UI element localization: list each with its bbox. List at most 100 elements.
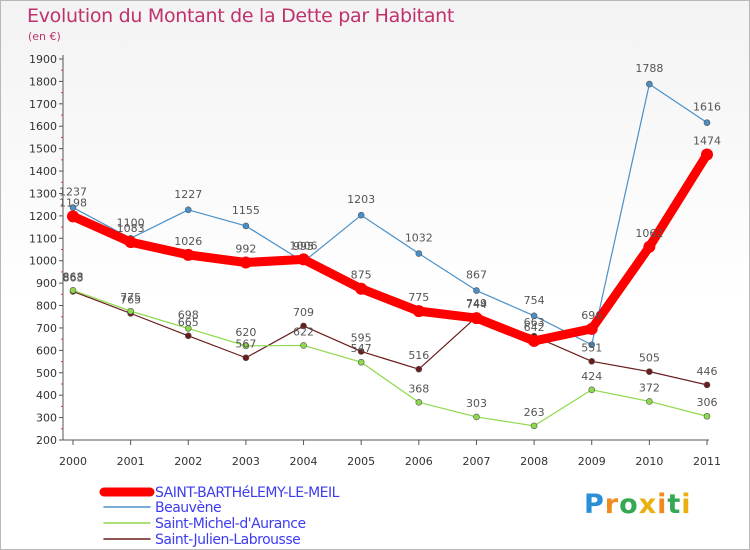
data-label: 749 <box>466 297 487 310</box>
data-label: 1227 <box>174 188 202 201</box>
data-label: 263 <box>524 406 545 419</box>
proxiti-logo: Proxiti <box>584 489 692 520</box>
series-line-1 <box>72 83 708 346</box>
data-label: 775 <box>120 291 141 304</box>
data-label: 775 <box>408 291 429 304</box>
y-tick-label: 1900 <box>29 53 57 66</box>
data-label: 446 <box>697 365 718 378</box>
data-point <box>473 287 480 294</box>
series-line-3 <box>72 290 708 386</box>
data-label: 372 <box>639 381 660 394</box>
data-point <box>300 322 307 330</box>
data-point <box>646 368 653 375</box>
y-tick-label: 600 <box>36 344 57 357</box>
data-label: 595 <box>351 331 372 344</box>
data-point <box>530 312 538 320</box>
y-tick-label: 400 <box>36 389 57 402</box>
data-point <box>124 236 137 249</box>
x-tick-label: 2006 <box>405 455 433 468</box>
data-point <box>412 305 425 318</box>
data-label: 516 <box>408 349 429 362</box>
data-label: 1155 <box>232 204 260 217</box>
y-tick-label: 1800 <box>29 75 57 88</box>
y-tick-label: 1100 <box>29 232 57 245</box>
data-point <box>585 322 598 335</box>
data-point <box>643 240 656 253</box>
x-tick-label: 2010 <box>635 455 663 468</box>
data-label: 567 <box>235 338 256 351</box>
data-point <box>184 325 192 332</box>
y-tick-label: 200 <box>36 434 57 447</box>
chart-subtitle: (en €) <box>28 30 61 43</box>
data-point <box>703 381 711 389</box>
x-tick-label: 2011 <box>693 455 721 468</box>
data-point <box>588 358 596 365</box>
data-label: 1062 <box>635 227 663 240</box>
data-label: 1026 <box>174 235 202 248</box>
x-tick-label: 2004 <box>290 455 318 468</box>
data-label: 622 <box>293 325 314 338</box>
data-label: 1474 <box>693 134 721 147</box>
data-label: 642 <box>524 321 545 334</box>
y-tick-label: 1200 <box>29 210 57 223</box>
data-label: 547 <box>351 342 372 355</box>
data-point <box>127 307 134 315</box>
data-label: 551 <box>581 341 602 354</box>
data-label: 1198 <box>59 196 87 209</box>
data-label: 754 <box>524 294 545 307</box>
legend-label: Saint-Julien-Labrousse <box>155 532 300 548</box>
data-point <box>300 342 307 349</box>
data-label: 424 <box>581 370 602 383</box>
data-label: 368 <box>408 382 429 395</box>
data-point <box>588 341 596 349</box>
data-point <box>470 312 483 325</box>
data-label: 620 <box>235 326 256 339</box>
data-label: 665 <box>178 316 199 329</box>
series-line-2 <box>72 289 708 427</box>
data-label: 765 <box>120 293 141 306</box>
data-label: 868 <box>63 270 84 283</box>
data-label: 875 <box>351 269 372 282</box>
data-label: 992 <box>235 242 256 255</box>
x-tick-label: 2000 <box>59 455 87 468</box>
x-tick-label: 2003 <box>232 455 260 468</box>
data-point <box>703 119 711 126</box>
y-tick-label: 1300 <box>29 187 57 200</box>
data-point <box>242 354 250 362</box>
chart-title: Evolution du Montant de la Dette par Hab… <box>27 5 455 27</box>
series-line-0 <box>68 149 712 346</box>
data-label: 1006 <box>290 239 318 252</box>
data-point <box>701 148 713 161</box>
data-label: 1616 <box>693 101 721 114</box>
data-label: 1237 <box>59 186 87 199</box>
data-point <box>69 286 77 294</box>
data-label: 1100 <box>117 216 145 229</box>
data-point <box>473 413 480 421</box>
y-tick-label: 900 <box>36 277 57 290</box>
legend-label: Beauvène <box>155 500 221 516</box>
data-point <box>355 282 368 295</box>
data-label: 863 <box>63 271 84 284</box>
x-tick-label: 2008 <box>520 455 548 468</box>
data-label: 995 <box>293 240 314 253</box>
data-point <box>182 248 195 261</box>
data-point <box>528 334 541 347</box>
data-point <box>297 253 310 266</box>
x-tick-label: 2001 <box>117 455 145 468</box>
data-point <box>646 80 653 88</box>
data-point <box>357 348 365 355</box>
legend-label: SAINT-BARTHéLEMY-LE-MEIL <box>155 485 340 501</box>
y-tick-label: 1500 <box>29 143 57 156</box>
data-label: 1083 <box>117 222 145 235</box>
data-point <box>646 398 653 405</box>
data-label: 1203 <box>347 193 375 206</box>
data-label: 303 <box>466 397 487 410</box>
data-label: 663 <box>524 316 545 329</box>
data-point <box>184 332 192 340</box>
y-tick-label: 1700 <box>29 98 57 111</box>
data-label: 1032 <box>405 232 433 245</box>
data-label: 306 <box>697 396 718 409</box>
legend-label: Saint-Michel-d'Aurance <box>155 516 306 532</box>
data-point <box>703 412 711 420</box>
